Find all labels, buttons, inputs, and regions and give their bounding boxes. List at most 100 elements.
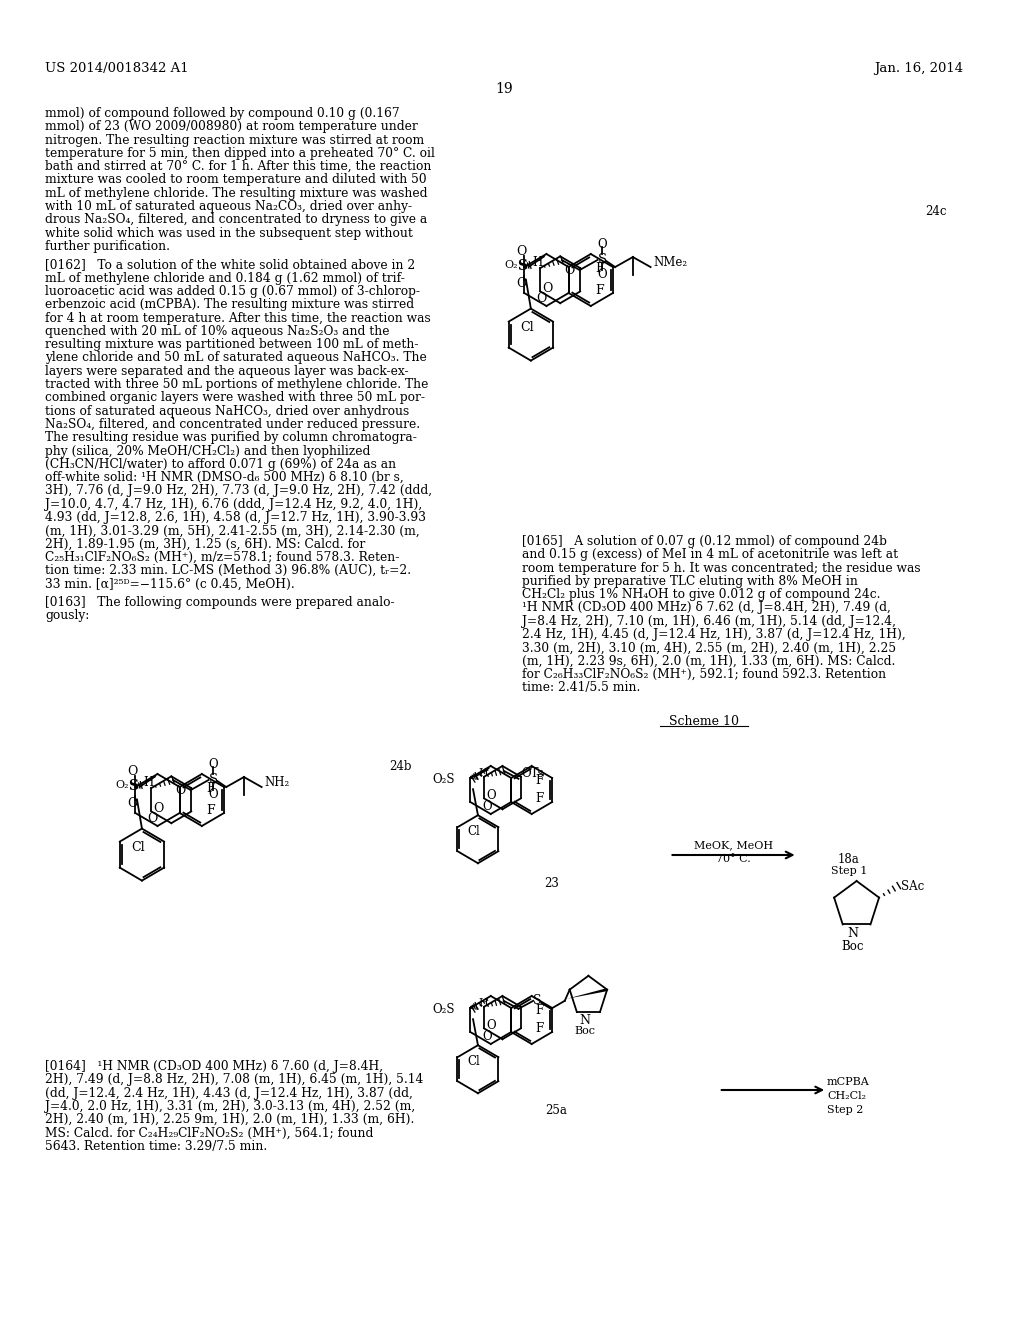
Text: mmol) of compound followed by compound 0.10 g (0.167: mmol) of compound followed by compound 0… bbox=[45, 107, 400, 120]
Text: US 2014/0018342 A1: US 2014/0018342 A1 bbox=[45, 62, 188, 75]
Text: tion time: 2.33 min. LC-MS (Method 3) 96.8% (AUC), tᵣ=2.: tion time: 2.33 min. LC-MS (Method 3) 96… bbox=[45, 564, 412, 577]
Text: O: O bbox=[486, 1019, 496, 1032]
Text: F: F bbox=[536, 1003, 544, 1016]
Text: further purification.: further purification. bbox=[45, 240, 170, 253]
Text: NH₂: NH₂ bbox=[264, 776, 290, 788]
Text: O: O bbox=[543, 282, 553, 294]
Text: (CH₃CN/HCl/water) to afford 0.071 g (69%) of 24a as an: (CH₃CN/HCl/water) to afford 0.071 g (69%… bbox=[45, 458, 396, 471]
Text: for C₂₆H₃₃ClF₂NO₆S₂ (MH⁺), 592.1; found 592.3. Retention: for C₂₆H₃₃ClF₂NO₆S₂ (MH⁺), 592.1; found … bbox=[522, 668, 886, 681]
Text: Cl: Cl bbox=[520, 321, 534, 334]
Text: N: N bbox=[847, 927, 858, 940]
Text: [0165]   A solution of 0.07 g (0.12 mmol) of compound 24b: [0165] A solution of 0.07 g (0.12 mmol) … bbox=[522, 535, 887, 548]
Text: ¹H NMR (CD₃OD 400 MHz) δ 7.62 (d, J=8.4H, 2H), 7.49 (d,: ¹H NMR (CD₃OD 400 MHz) δ 7.62 (d, J=8.4H… bbox=[522, 602, 891, 615]
Text: 33 min. [α]²⁵ᴰ=−115.6° (c 0.45, MeOH).: 33 min. [α]²⁵ᴰ=−115.6° (c 0.45, MeOH). bbox=[45, 578, 295, 590]
Text: F: F bbox=[536, 774, 544, 787]
Text: MeOK, MeOH: MeOK, MeOH bbox=[694, 840, 773, 850]
Text: H: H bbox=[478, 768, 487, 777]
Text: white solid which was used in the subsequent step without: white solid which was used in the subseq… bbox=[45, 227, 413, 240]
Text: F: F bbox=[206, 804, 215, 817]
Text: O: O bbox=[147, 812, 158, 825]
Text: O: O bbox=[516, 277, 526, 290]
Text: 2.4 Hz, 1H), 4.45 (d, J=12.4 Hz, 1H), 3.87 (d, J=12.4 Hz, 1H),: 2.4 Hz, 1H), 4.45 (d, J=12.4 Hz, 1H), 3.… bbox=[522, 628, 905, 642]
Text: for 4 h at room temperature. After this time, the reaction was: for 4 h at room temperature. After this … bbox=[45, 312, 431, 325]
Text: layers were separated and the aqueous layer was back-ex-: layers were separated and the aqueous la… bbox=[45, 364, 409, 378]
Text: CH₂Cl₂: CH₂Cl₂ bbox=[827, 1092, 866, 1101]
Text: Cl: Cl bbox=[468, 1055, 480, 1068]
Text: O₂: O₂ bbox=[504, 260, 518, 269]
Text: erbenzoic acid (mCPBA). The resulting mixture was stirred: erbenzoic acid (mCPBA). The resulting mi… bbox=[45, 298, 415, 312]
Text: 2H), 1.89-1.95 (m, 3H), 1.25 (s, 6H). MS: Calcd. for: 2H), 1.89-1.95 (m, 3H), 1.25 (s, 6H). MS… bbox=[45, 537, 366, 550]
Text: 24c: 24c bbox=[926, 205, 947, 218]
Text: J=4.0, 2.0 Hz, 1H), 3.31 (m, 2H), 3.0-3.13 (m, 4H), 2.52 (m,: J=4.0, 2.0 Hz, 1H), 3.31 (m, 2H), 3.0-3.… bbox=[45, 1100, 416, 1113]
Text: N: N bbox=[579, 1014, 590, 1027]
Text: drous Na₂SO₄, filtered, and concentrated to dryness to give a: drous Na₂SO₄, filtered, and concentrated… bbox=[45, 214, 428, 227]
Text: resulting mixture was partitioned between 100 mL of meth-: resulting mixture was partitioned betwee… bbox=[45, 338, 419, 351]
Text: 5643. Retention time: 3.29/7.5 min.: 5643. Retention time: 3.29/7.5 min. bbox=[45, 1139, 267, 1152]
Text: ylene chloride and 50 mL of saturated aqueous NaHCO₃. The: ylene chloride and 50 mL of saturated aq… bbox=[45, 351, 427, 364]
Text: J=8.4 Hz, 2H), 7.10 (m, 1H), 6.46 (m, 1H), 5.14 (dd, J=12.4,: J=8.4 Hz, 2H), 7.10 (m, 1H), 6.46 (m, 1H… bbox=[522, 615, 896, 628]
Text: NMe₂: NMe₂ bbox=[653, 256, 688, 268]
Text: Step 2: Step 2 bbox=[827, 1105, 863, 1115]
Text: tions of saturated aqueous NaHCO₃, dried over anhydrous: tions of saturated aqueous NaHCO₃, dried… bbox=[45, 405, 410, 417]
Text: S: S bbox=[598, 252, 607, 265]
Text: mmol) of 23 (WO 2009/008980) at room temperature under: mmol) of 23 (WO 2009/008980) at room tem… bbox=[45, 120, 418, 133]
Text: room temperature for 5 h. It was concentrated; the residue was: room temperature for 5 h. It was concent… bbox=[522, 561, 921, 574]
Text: phy (silica, 20% MeOH/CH₂Cl₂) and then lyophilized: phy (silica, 20% MeOH/CH₂Cl₂) and then l… bbox=[45, 445, 371, 458]
Text: F: F bbox=[536, 792, 544, 805]
Text: S: S bbox=[209, 772, 218, 785]
Text: O₂S: O₂S bbox=[433, 1003, 456, 1015]
Text: O: O bbox=[127, 766, 137, 777]
Text: SAc: SAc bbox=[901, 879, 924, 892]
Text: J=10.0, 4.7, 4.7 Hz, 1H), 6.76 (ddd, J=12.4 Hz, 9.2, 4.0, 1H),: J=10.0, 4.7, 4.7 Hz, 1H), 6.76 (ddd, J=1… bbox=[45, 498, 423, 511]
Text: O: O bbox=[537, 292, 547, 305]
Text: S: S bbox=[128, 779, 138, 792]
Text: O: O bbox=[486, 789, 496, 801]
Text: Na₂SO₄, filtered, and concentrated under reduced pressure.: Na₂SO₄, filtered, and concentrated under… bbox=[45, 418, 421, 430]
Text: CH₂Cl₂ plus 1% NH₄OH to give 0.012 g of compound 24c.: CH₂Cl₂ plus 1% NH₄OH to give 0.012 g of … bbox=[522, 589, 881, 601]
Text: 2H), 2.40 (m, 1H), 2.25 9m, 1H), 2.0 (m, 1H), 1.33 (m, 6H).: 2H), 2.40 (m, 1H), 2.25 9m, 1H), 2.0 (m,… bbox=[45, 1113, 415, 1126]
Text: Jan. 16, 2014: Jan. 16, 2014 bbox=[873, 62, 963, 75]
Text: 2H), 7.49 (d, J=8.8 Hz, 2H), 7.08 (m, 1H), 6.45 (m, 1H), 5.14: 2H), 7.49 (d, J=8.8 Hz, 2H), 7.08 (m, 1H… bbox=[45, 1073, 424, 1086]
Text: purified by preparative TLC eluting with 8% MeOH in: purified by preparative TLC eluting with… bbox=[522, 576, 858, 587]
Text: F: F bbox=[206, 783, 215, 796]
Text: luoroacetic acid was added 0.15 g (0.67 mmol) of 3-chlorop-: luoroacetic acid was added 0.15 g (0.67 … bbox=[45, 285, 420, 298]
Text: 3.30 (m, 2H), 3.10 (m, 4H), 2.55 (m, 2H), 2.40 (m, 1H), 2.25: 3.30 (m, 2H), 3.10 (m, 4H), 2.55 (m, 2H)… bbox=[522, 642, 896, 655]
Text: H: H bbox=[143, 776, 154, 788]
Text: Cl: Cl bbox=[468, 825, 480, 838]
Text: and 0.15 g (excess) of MeI in 4 mL of acetonitrile was left at: and 0.15 g (excess) of MeI in 4 mL of ac… bbox=[522, 548, 898, 561]
Text: The resulting residue was purified by column chromatogra-: The resulting residue was purified by co… bbox=[45, 432, 417, 445]
Text: mCPBA: mCPBA bbox=[827, 1077, 869, 1086]
Text: [0164]   ¹H NMR (CD₃OD 400 MHz) δ 7.60 (d, J=8.4H,: [0164] ¹H NMR (CD₃OD 400 MHz) δ 7.60 (d,… bbox=[45, 1060, 383, 1073]
Text: 23: 23 bbox=[544, 878, 559, 890]
Text: O: O bbox=[516, 246, 526, 259]
Text: F: F bbox=[595, 284, 603, 297]
Text: S: S bbox=[532, 994, 542, 1007]
Text: mL of methylene chloride. The resulting mixture was washed: mL of methylene chloride. The resulting … bbox=[45, 187, 428, 199]
Text: 25a: 25a bbox=[546, 1105, 567, 1117]
Text: [0163]   The following compounds were prepared analo-: [0163] The following compounds were prep… bbox=[45, 595, 395, 609]
Text: 18a: 18a bbox=[838, 853, 859, 866]
Text: with 10 mL of saturated aqueous Na₂CO₃, dried over anhy-: with 10 mL of saturated aqueous Na₂CO₃, … bbox=[45, 201, 413, 213]
Text: F: F bbox=[536, 1023, 544, 1035]
Text: 3H), 7.76 (d, J=9.0 Hz, 2H), 7.73 (d, J=9.0 Hz, 2H), 7.42 (ddd,: 3H), 7.76 (d, J=9.0 Hz, 2H), 7.73 (d, J=… bbox=[45, 484, 432, 498]
Text: (dd, J=12.4, 2.4 Hz, 1H), 4.43 (d, J=12.4 Hz, 1H), 3.87 (dd,: (dd, J=12.4, 2.4 Hz, 1H), 4.43 (d, J=12.… bbox=[45, 1086, 413, 1100]
Text: 19: 19 bbox=[496, 82, 513, 96]
Text: O: O bbox=[154, 803, 164, 814]
Text: O: O bbox=[209, 788, 218, 800]
Text: mixture was cooled to room temperature and diluted with 50: mixture was cooled to room temperature a… bbox=[45, 173, 427, 186]
Text: nitrogen. The resulting reaction mixture was stirred at room: nitrogen. The resulting reaction mixture… bbox=[45, 133, 425, 147]
Text: O: O bbox=[482, 1030, 492, 1043]
Text: (m, 1H), 3.01-3.29 (m, 5H), 2.41-2.55 (m, 3H), 2.14-2.30 (m,: (m, 1H), 3.01-3.29 (m, 5H), 2.41-2.55 (m… bbox=[45, 524, 420, 537]
Text: mL of methylene chloride and 0.184 g (1.62 mmol) of trif-: mL of methylene chloride and 0.184 g (1.… bbox=[45, 272, 406, 285]
Text: [0162]   To a solution of the white solid obtained above in 2: [0162] To a solution of the white solid … bbox=[45, 259, 416, 272]
Text: O: O bbox=[482, 800, 492, 813]
Text: 4.93 (dd, J=12.8, 2.6, 1H), 4.58 (d, J=12.7 Hz, 1H), 3.90-3.93: 4.93 (dd, J=12.8, 2.6, 1H), 4.58 (d, J=1… bbox=[45, 511, 426, 524]
Text: Cl: Cl bbox=[131, 841, 144, 854]
Text: O₂S: O₂S bbox=[433, 772, 456, 785]
Text: time: 2.41/5.5 min.: time: 2.41/5.5 min. bbox=[522, 681, 640, 694]
Text: O: O bbox=[598, 238, 607, 251]
Text: MS: Calcd. for C₂₄H₂₉ClF₂NO₂S₂ (MH⁺), 564.1; found: MS: Calcd. for C₂₄H₂₉ClF₂NO₂S₂ (MH⁺), 56… bbox=[45, 1126, 374, 1139]
Text: Boc: Boc bbox=[842, 940, 864, 953]
Text: O: O bbox=[598, 268, 607, 281]
Text: S: S bbox=[517, 259, 527, 273]
